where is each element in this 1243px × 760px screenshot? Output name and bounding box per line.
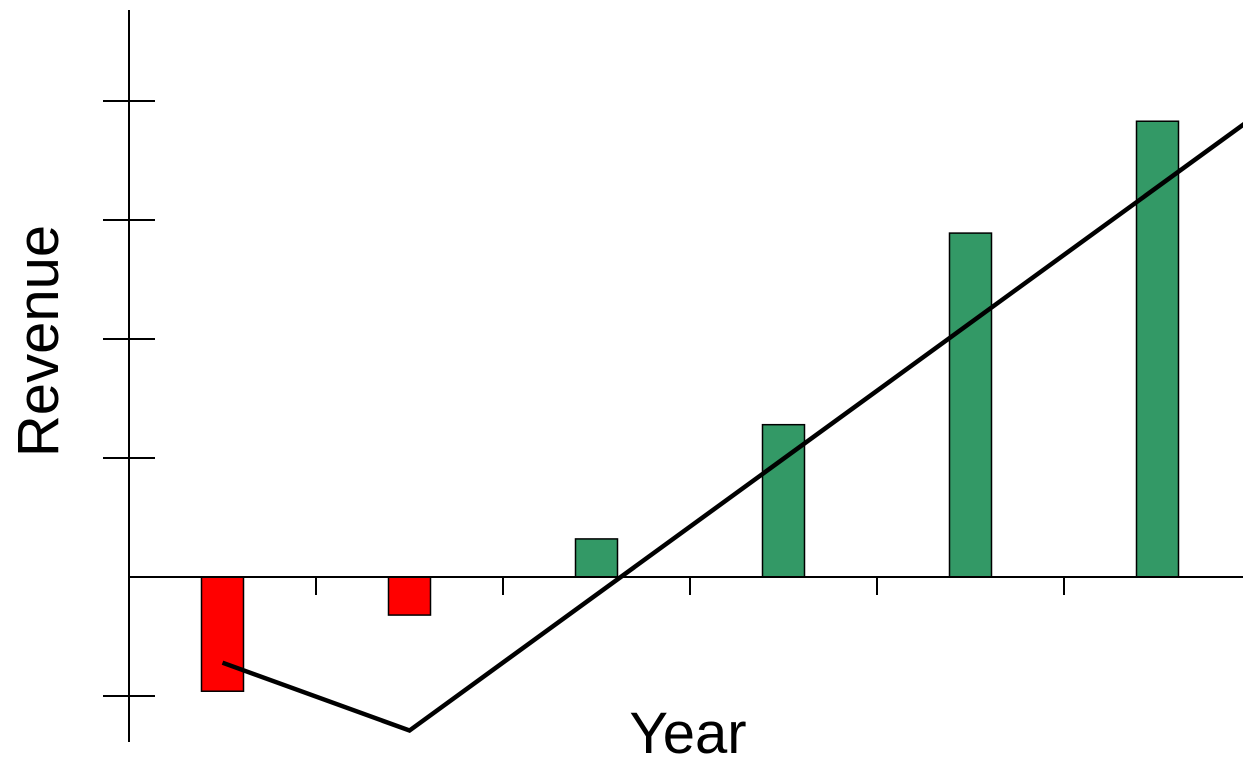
trend-line xyxy=(221,122,1243,734)
x-axis-label: Year xyxy=(629,701,746,760)
bar-5 xyxy=(948,232,993,578)
bar-2 xyxy=(387,576,432,616)
chart-marks xyxy=(200,120,1243,734)
chart-axes xyxy=(103,10,1243,742)
y-axis-label: Revenue xyxy=(6,225,71,457)
bar-1 xyxy=(200,576,245,692)
bar-3 xyxy=(574,538,619,578)
